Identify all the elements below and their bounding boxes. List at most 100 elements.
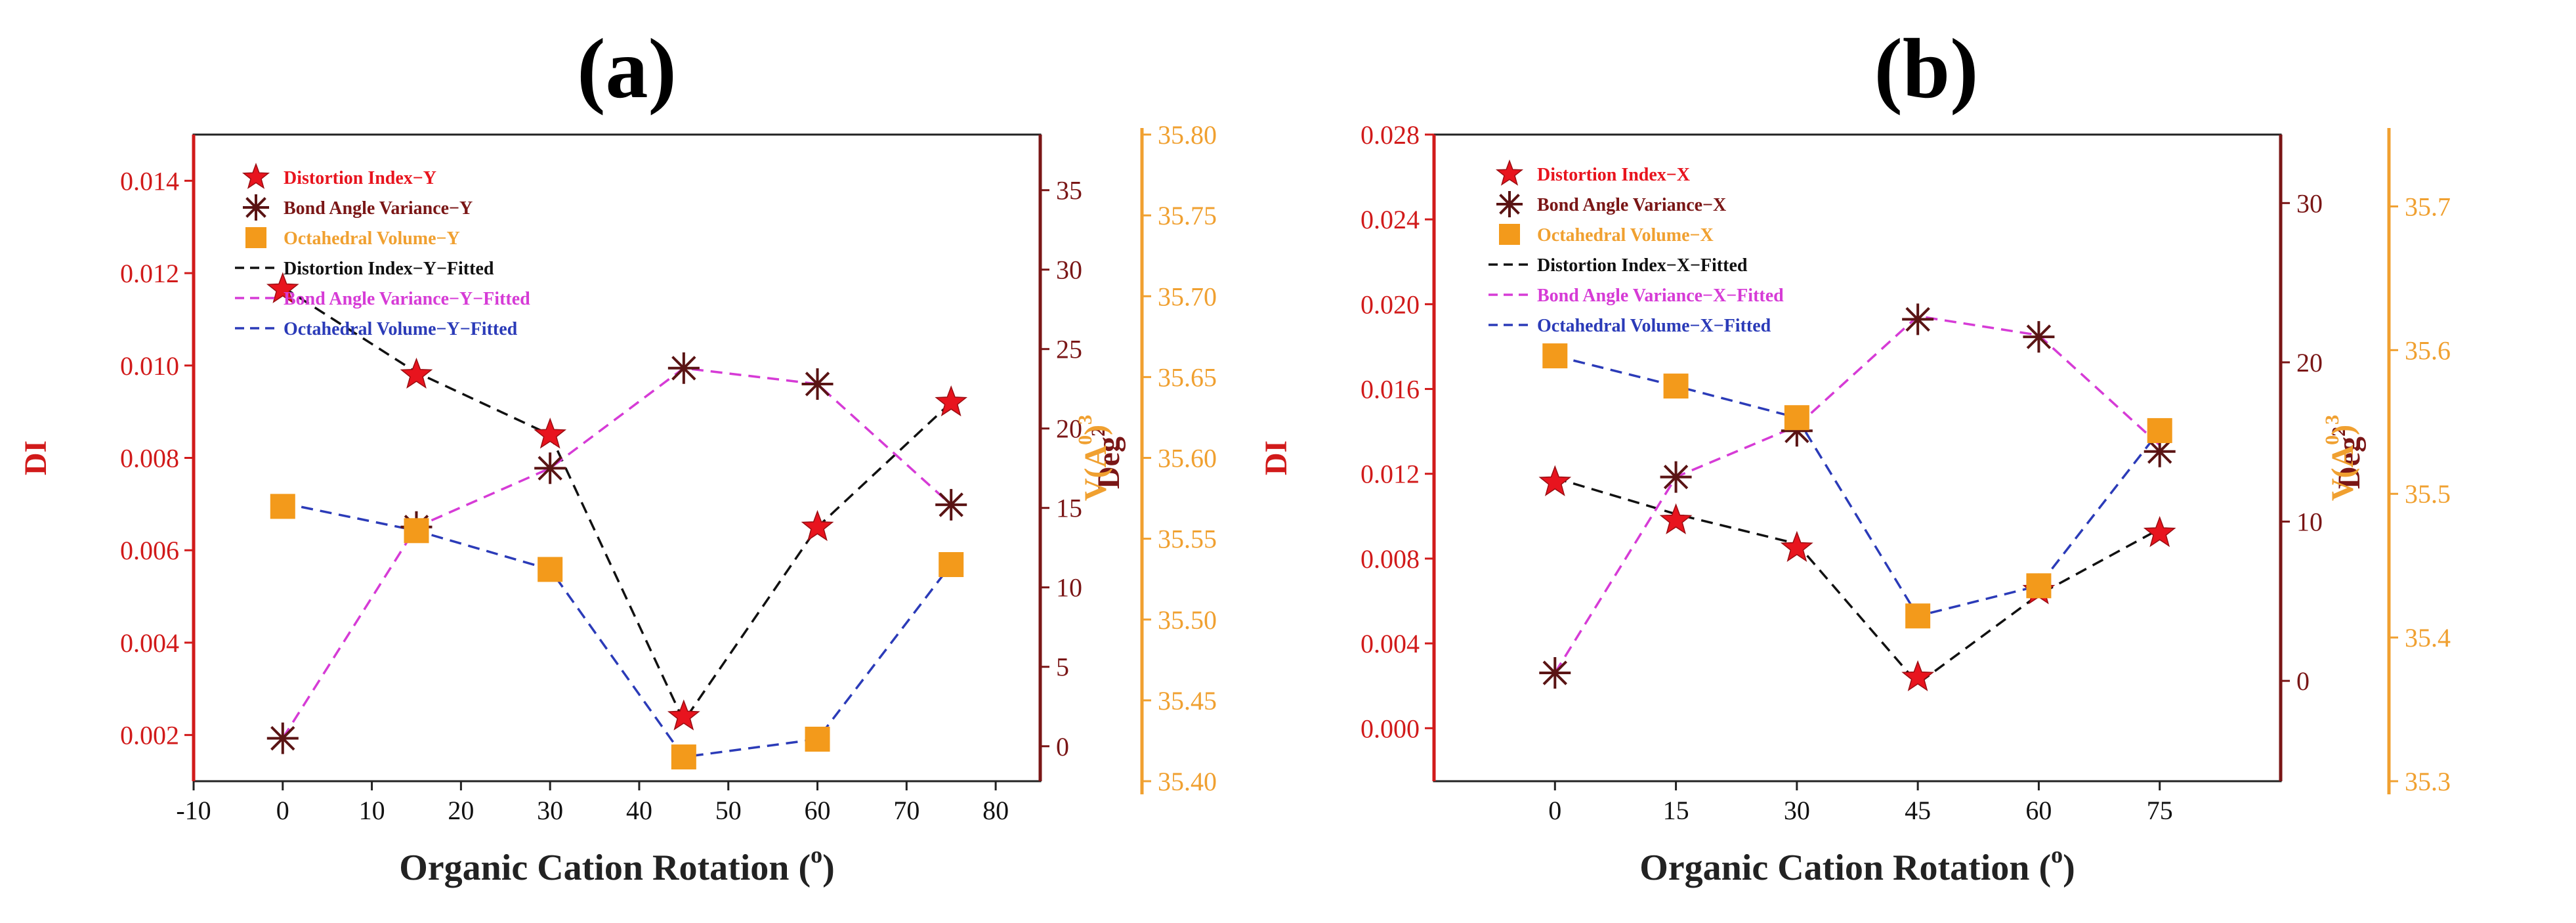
- right-axis-label-sup: 0: [2321, 435, 2343, 445]
- x-tick-label: 80: [982, 796, 1009, 825]
- x-tick-label: 60: [805, 796, 831, 825]
- series-2-point: [2147, 418, 2172, 443]
- mid-axis-label: Deg2: [1087, 427, 1126, 489]
- x-tick-label: 30: [537, 796, 563, 825]
- fit-line-1: [282, 366, 952, 739]
- legend-marker-1: [243, 194, 269, 221]
- x-tick-label: 75: [2147, 796, 2173, 825]
- right-tick-label: 35.65: [1158, 362, 1217, 392]
- x-tick-label: 45: [1905, 796, 1931, 825]
- series-1-point-stroke-3: [2026, 324, 2052, 349]
- mid-tick-label: 30: [2296, 188, 2323, 218]
- mid-tick-label: 15: [1056, 494, 1082, 523]
- series-1-point-stroke-3: [1663, 464, 1689, 490]
- series-2-point: [2026, 573, 2052, 599]
- left-tick-label: 0.028: [1361, 120, 1420, 150]
- legend-label: Octahedral Volume−Y−Fitted: [284, 319, 518, 339]
- series-0-point: [1780, 530, 1813, 562]
- series-2-point: [270, 494, 295, 519]
- mid-tick-label: 35: [1056, 176, 1082, 205]
- legend-marker-0: [242, 162, 270, 189]
- series-0-point: [667, 699, 700, 731]
- right-tick-label: 35.3: [2405, 767, 2451, 796]
- right-tick-label: 35.5: [2405, 479, 2451, 509]
- series-1-point: [266, 722, 299, 754]
- left-axis-label-main: DI: [18, 440, 53, 475]
- mid-axis-label: Deg2: [2328, 427, 2367, 489]
- left-tick-label: 0.012: [1361, 460, 1420, 489]
- right-axis-label-main: V(A: [1078, 445, 1113, 502]
- right-axis-label-sup2: 3: [1074, 415, 1096, 425]
- series-1-point: [935, 488, 967, 521]
- x-tick-label: 10: [359, 796, 385, 825]
- right-tick-label: 35.80: [1158, 120, 1217, 150]
- series-2-point: [805, 726, 830, 752]
- series-0-point: [266, 272, 299, 303]
- legend: Distortion Index−Y Bond Angle Variance−Y O…: [235, 162, 530, 339]
- legend-marker-2: [1499, 224, 1520, 245]
- right-axis-label-end: ): [2325, 425, 2360, 435]
- right-axis-label-sup: 0: [1074, 435, 1096, 445]
- mid-tick-label: 0: [1056, 732, 1069, 762]
- legend-marker-2: [245, 227, 266, 248]
- legend-label: Bond Angle Variance−Y: [284, 198, 473, 219]
- x-tick-label: -10: [176, 796, 211, 825]
- legend-label: Distortion Index−X: [1537, 165, 1690, 185]
- right-tick-label: 35.4: [2405, 623, 2451, 653]
- series-0-point: [400, 357, 433, 389]
- left-tick-label: 0.020: [1361, 290, 1420, 319]
- right-tick-label: 35.40: [1158, 767, 1217, 796]
- x-tick-label: 60: [2025, 796, 2052, 825]
- mid-tick-label: 25: [1056, 335, 1082, 364]
- right-tick-label: 35.45: [1158, 686, 1217, 716]
- legend-label: Bond Angle Variance−X: [1537, 195, 1726, 215]
- x-tick-label: 70: [893, 796, 919, 825]
- right-tick-label: 35.60: [1158, 444, 1217, 473]
- series-1-point-stroke-3: [270, 725, 295, 751]
- left-tick-label: 0.004: [1361, 629, 1420, 658]
- series-2-point: [1663, 374, 1689, 399]
- left-axis-label: DI: [18, 440, 53, 475]
- mid-axis-label-main: Deg: [2332, 437, 2367, 489]
- x-axis-label: Organic Cation Rotation (o): [399, 842, 835, 888]
- left-tick-label: 0.016: [1361, 375, 1420, 404]
- x-axis-label-main: Organic Cation Rotation (: [1639, 848, 2051, 888]
- series-2-point: [1905, 603, 1931, 629]
- legend-label: Distortion Index−X−Fitted: [1537, 255, 1748, 276]
- series-2-point: [404, 518, 429, 544]
- legend-marker-0: [1495, 159, 1524, 186]
- right-axis-label: V(A0)3: [2321, 415, 2360, 501]
- fit-line-2: [1554, 354, 2161, 618]
- series-1-point: [2143, 435, 2176, 467]
- left-tick-label: 0.024: [1361, 205, 1420, 234]
- mid-tick-label: 20: [1056, 414, 1082, 444]
- right-axis-label: V(A0)3: [1074, 415, 1113, 501]
- x-tick-label: 15: [1663, 796, 1689, 825]
- series-1-point: [1539, 657, 1571, 689]
- series-0-point: [1901, 660, 1935, 691]
- x-tick-label: 40: [626, 796, 652, 825]
- x-tick-label: 0: [1548, 796, 1561, 825]
- panel-a-title: (a): [577, 22, 677, 116]
- x-axis-label-end: ): [822, 848, 835, 888]
- x-axis-label-main: Organic Cation Rotation (: [399, 848, 811, 888]
- x-axis-label-end: ): [2063, 848, 2075, 888]
- mid-tick-label: 5: [1056, 653, 1069, 682]
- series-1-point: [801, 368, 834, 400]
- right-tick-label: 35.55: [1158, 525, 1217, 554]
- x-axis-label: Organic Cation Rotation (o): [1639, 842, 2075, 888]
- left-tick-label: 0.008: [120, 444, 179, 473]
- mid-tick-label: 10: [2296, 507, 2323, 537]
- x-tick-label: 50: [715, 796, 742, 825]
- left-axis-label-main: DI: [1259, 440, 1294, 475]
- x-tick-label: 0: [276, 796, 289, 825]
- right-axis-label-main: V(A: [2325, 445, 2360, 502]
- legend-label: Distortion Index−Y: [284, 168, 436, 188]
- series-1-point-stroke-3: [1905, 307, 1930, 332]
- fit-line-0: [282, 286, 952, 724]
- left-tick-label: 0.000: [1361, 714, 1420, 743]
